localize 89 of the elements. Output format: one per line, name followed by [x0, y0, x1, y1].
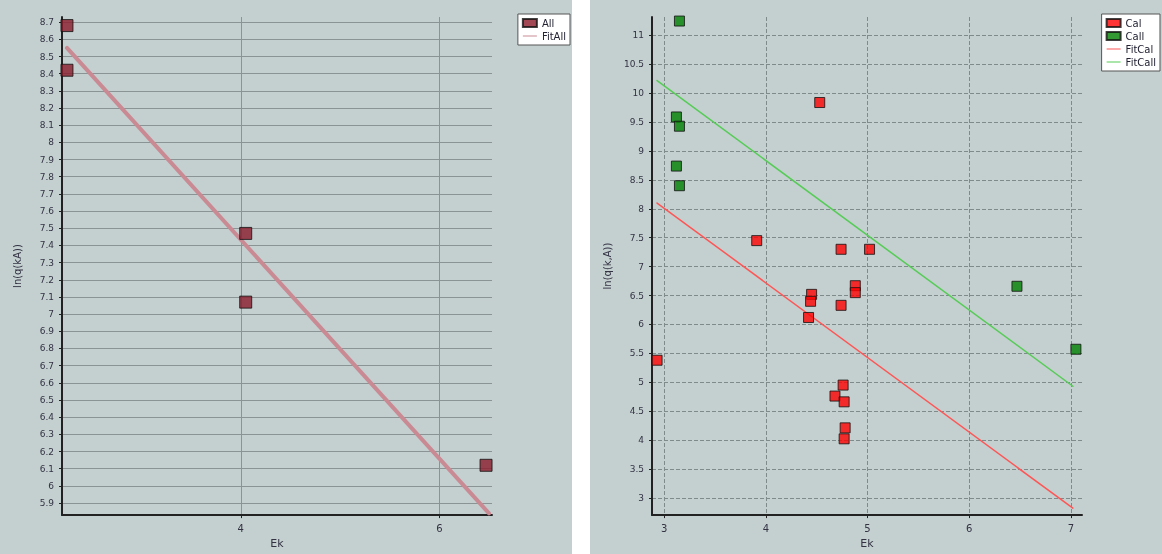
y-tick-label: 6.7 — [39, 360, 54, 371]
y-axis-title: ln(q(k,A)) — [601, 242, 613, 290]
point — [839, 422, 851, 434]
y-tick-label: 6.2 — [39, 446, 54, 457]
y-tick-label: 7.5 — [629, 232, 644, 243]
point — [751, 235, 763, 247]
y-tick-label: 7 — [638, 261, 644, 272]
y-tick-label: 8.1 — [39, 120, 54, 131]
point — [837, 379, 849, 391]
y-tick-label: 6 — [48, 480, 55, 491]
y-tick-label: 9.5 — [629, 117, 644, 128]
y-tick-label: 5.9 — [39, 498, 55, 509]
point — [864, 243, 876, 255]
point — [673, 120, 685, 132]
y-tick-label: 6.3 — [39, 429, 54, 440]
y-tick-label: 8.5 — [629, 174, 644, 185]
y-tick-label: 7.8 — [39, 171, 55, 182]
point — [835, 243, 847, 255]
legend-label: All — [541, 17, 555, 29]
y-tick-label: 8.7 — [39, 17, 54, 28]
legend-label: Cal — [1125, 17, 1142, 29]
point — [670, 111, 682, 123]
y-tick-label: 6.6 — [39, 377, 55, 388]
point — [814, 97, 826, 109]
x-tick-label: 3 — [661, 522, 668, 534]
y-tick-label: 11 — [632, 30, 644, 41]
y-tick-label: 7 — [48, 309, 54, 320]
y-tick-label: 10.5 — [623, 59, 644, 70]
y-tick-label: 9 — [638, 146, 645, 157]
legend-label: FitCall — [1125, 56, 1156, 68]
legend-label: FitAll — [541, 30, 566, 42]
y-tick-label: 8.4 — [39, 68, 55, 79]
y-tick-label: 7.5 — [39, 223, 54, 234]
y-tick-label: 8.6 — [39, 34, 55, 45]
y-tick-label: 7.3 — [39, 257, 54, 268]
y-tick-label: 6.1 — [39, 463, 54, 474]
point — [673, 15, 685, 27]
x-tick-label: 6 — [436, 522, 443, 534]
x-tick-label: 7 — [1067, 522, 1075, 534]
y-tick-label: 7.9 — [39, 154, 55, 165]
y-tick-label: 8.5 — [39, 51, 54, 62]
y-tick-label: 6.4 — [39, 412, 55, 423]
y-tick-label: 7.2 — [39, 274, 54, 285]
x-tick-label: 6 — [965, 522, 973, 534]
point — [60, 19, 74, 33]
y-tick-label: 7.4 — [39, 240, 55, 251]
y-tick-label: 3.5 — [629, 463, 644, 474]
y-axis-title: ln(q(kA)) — [11, 244, 23, 288]
point — [803, 311, 815, 323]
point — [670, 160, 682, 172]
x-tick-label: 4 — [237, 522, 244, 534]
point — [849, 287, 861, 299]
point — [651, 354, 663, 366]
y-tick-label: 7.6 — [39, 206, 55, 217]
y-tick-label: 8.3 — [39, 85, 54, 96]
legend-label: FitCal — [1125, 43, 1154, 55]
point — [673, 180, 685, 192]
y-tick-label: 8.2 — [39, 103, 54, 114]
y-tick-label: 5 — [638, 377, 644, 388]
x-axis-title: Ek — [860, 537, 875, 550]
x-tick-label: 4 — [762, 522, 770, 534]
point — [1070, 343, 1082, 355]
y-tick-label: 8 — [48, 137, 55, 148]
legend-label: Call — [1125, 30, 1145, 42]
point — [829, 390, 841, 402]
point — [838, 396, 850, 408]
y-tick-label: 6.8 — [39, 343, 55, 354]
x-tick-label: 5 — [864, 522, 871, 534]
y-tick-label: 10 — [632, 88, 645, 99]
y-tick-label: 7.1 — [39, 291, 54, 302]
point — [835, 299, 847, 311]
y-tick-label: 5.5 — [629, 348, 644, 359]
y-tick-label: 4.5 — [629, 406, 644, 417]
point — [1011, 280, 1023, 292]
point — [805, 295, 817, 307]
y-tick-label: 6.5 — [629, 290, 644, 301]
point — [838, 433, 850, 445]
point — [60, 63, 74, 77]
point — [239, 295, 253, 309]
point — [239, 226, 253, 240]
y-tick-label: 8 — [638, 203, 645, 214]
y-tick-label: 3 — [638, 492, 644, 503]
y-tick-label: 6.9 — [39, 326, 55, 337]
y-tick-label: 6 — [638, 319, 645, 330]
y-tick-label: 4 — [638, 434, 645, 445]
x-axis-title: Ek — [270, 537, 285, 550]
point — [479, 458, 493, 472]
y-tick-label: 7.7 — [39, 188, 54, 199]
y-tick-label: 6.5 — [39, 395, 54, 406]
